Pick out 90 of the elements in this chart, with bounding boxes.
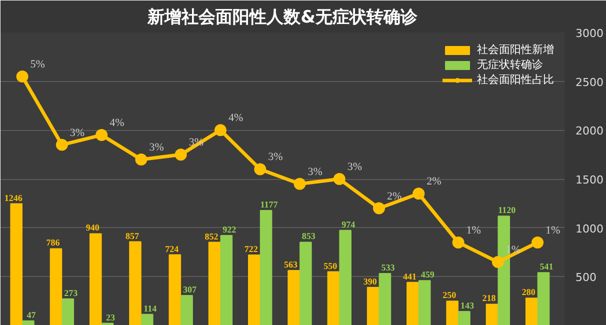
data-label: 533 bbox=[381, 262, 396, 272]
data-label: 1246 bbox=[4, 192, 23, 203]
bar bbox=[288, 270, 300, 325]
y-tick-label: 3000 bbox=[576, 27, 604, 40]
legend-label: 社会面阳性占比 bbox=[477, 72, 554, 87]
bar bbox=[525, 298, 538, 325]
data-label: 459 bbox=[420, 270, 435, 280]
bar bbox=[300, 242, 312, 325]
data-label: 857 bbox=[126, 230, 140, 241]
data-label: 280 bbox=[522, 287, 536, 298]
data-label: 218 bbox=[482, 293, 496, 304]
data-label: 307 bbox=[183, 284, 198, 295]
bar bbox=[180, 295, 193, 325]
data-label: 853 bbox=[302, 231, 316, 242]
data-label: 1% bbox=[546, 224, 560, 236]
data-label: 2% bbox=[426, 176, 442, 188]
bar bbox=[168, 254, 182, 325]
data-label: 4% bbox=[110, 117, 124, 130]
bar bbox=[208, 242, 221, 325]
data-label: 563 bbox=[284, 260, 298, 270]
bar bbox=[260, 210, 272, 325]
data-label: 550 bbox=[324, 260, 338, 271]
point bbox=[333, 173, 346, 185]
point bbox=[492, 256, 504, 268]
bar bbox=[327, 271, 340, 325]
bar bbox=[339, 230, 352, 325]
bar bbox=[129, 241, 142, 325]
data-label: 390 bbox=[363, 276, 378, 286]
y-tick-label: 1500 bbox=[576, 174, 604, 186]
y-tick-label: 2500 bbox=[576, 76, 604, 89]
bar bbox=[486, 304, 498, 325]
bar bbox=[22, 320, 34, 325]
point bbox=[56, 138, 68, 151]
data-label: 23 bbox=[106, 312, 116, 322]
bar bbox=[406, 282, 419, 325]
point bbox=[96, 129, 108, 142]
point bbox=[174, 148, 187, 161]
data-label: 1120 bbox=[498, 205, 516, 216]
legend-label: 无症状转确诊 bbox=[477, 57, 543, 72]
point bbox=[16, 70, 28, 82]
data-label: 1% bbox=[466, 224, 481, 236]
point bbox=[135, 153, 148, 166]
data-label: 3% bbox=[149, 141, 164, 154]
bar bbox=[366, 286, 380, 325]
bar bbox=[50, 248, 62, 325]
data-label: 3% bbox=[268, 151, 283, 164]
bar bbox=[62, 298, 74, 325]
data-label: 940 bbox=[86, 222, 100, 233]
point bbox=[452, 236, 464, 248]
bar bbox=[248, 254, 260, 325]
bar bbox=[89, 233, 102, 325]
y-tick-label: 500 bbox=[576, 271, 596, 284]
data-label: 4% bbox=[228, 112, 244, 124]
data-label: 250 bbox=[442, 290, 457, 300]
chart-title: 新增社会面阳性人数&无症状转确诊 bbox=[146, 8, 418, 28]
bar bbox=[10, 203, 22, 325]
data-label: 143 bbox=[460, 300, 474, 311]
data-label: 722 bbox=[244, 244, 258, 254]
data-label: 852 bbox=[204, 231, 219, 242]
legend-label: 社会面阳性新增 bbox=[477, 42, 554, 57]
data-label: 3% bbox=[308, 166, 322, 178]
data-label: 974 bbox=[342, 219, 356, 230]
bar bbox=[141, 314, 154, 325]
point bbox=[214, 124, 226, 136]
data-label: 273 bbox=[64, 288, 78, 298]
data-label: 1177 bbox=[260, 200, 278, 210]
data-label: 441 bbox=[402, 271, 417, 282]
bar bbox=[418, 280, 431, 325]
data-label: 3% bbox=[70, 126, 85, 139]
data-label: 786 bbox=[46, 238, 60, 248]
bar bbox=[220, 234, 233, 325]
point bbox=[532, 236, 544, 248]
data-label: 922 bbox=[222, 224, 237, 234]
data-label: 3% bbox=[347, 161, 362, 173]
y-tick-label: 1000 bbox=[576, 222, 604, 236]
data-label: 724 bbox=[165, 244, 180, 254]
data-label: 2% bbox=[387, 190, 402, 202]
data-label: 541 bbox=[540, 262, 554, 272]
data-label: 5% bbox=[30, 58, 45, 70]
point bbox=[294, 178, 306, 190]
data-label: 47 bbox=[26, 310, 36, 320]
y-tick-label: 2000 bbox=[576, 124, 604, 138]
bar bbox=[458, 311, 470, 325]
bar bbox=[378, 272, 392, 325]
bar bbox=[537, 272, 550, 325]
point bbox=[254, 163, 266, 176]
bar bbox=[446, 300, 458, 325]
data-label: 114 bbox=[144, 303, 158, 314]
point bbox=[412, 188, 425, 200]
point bbox=[373, 202, 386, 214]
